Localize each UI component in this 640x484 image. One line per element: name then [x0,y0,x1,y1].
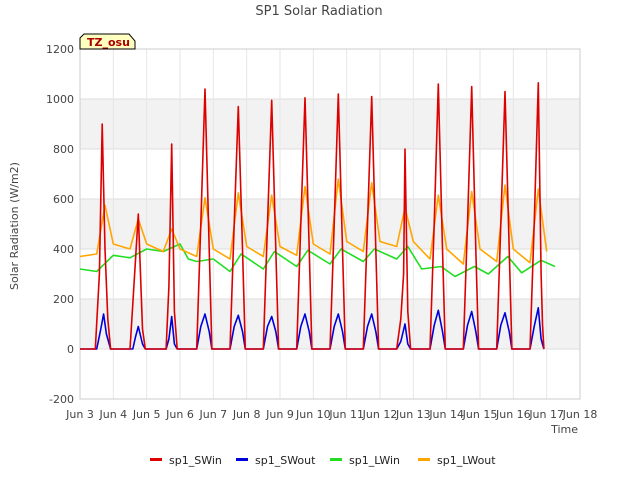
x-tick-label: Jun 17 [528,408,564,421]
x-tick-label: Jun 14 [428,408,464,421]
x-tick-label: Jun 7 [198,408,227,421]
x-tick-label: Jun 15 [462,408,498,421]
legend: sp1_SWin sp1_SWout sp1_LWin sp1_LWout [150,454,496,467]
band-400 [80,199,580,249]
band-200 [80,249,580,299]
station-label-shape [79,33,136,50]
x-tick-label: Jun 3 [65,408,94,421]
legend-swatch-sp1_LWin [330,458,342,461]
y-tick-label: 200 [53,293,74,306]
x-tick-label: Jun 12 [362,408,398,421]
x-tick-label: Jun 6 [165,408,194,421]
legend-label-sp1_SWin: sp1_SWin [169,454,222,467]
band-800 [80,99,580,149]
y-tick-label: 800 [53,143,74,156]
x-tick-label: Jun 11 [328,408,364,421]
x-tick-label: Jun 9 [265,408,294,421]
x-tick-label: Jun 13 [395,408,431,421]
y-tick-labels: -200 0 200 400 600 800 1000 1200 [46,43,74,406]
x-tick-label: Jun 8 [232,408,261,421]
series-line-sp1_LWout [79,178,548,265]
x-tick-label: Jun 4 [98,408,127,421]
legend-swatch-sp1_SWin [150,458,162,461]
x-tick-label: Jun 5 [132,408,161,421]
chart-title: SP1 Solar Radiation [255,4,382,19]
y-tick-label: 1200 [46,43,74,56]
background-bands [80,49,580,399]
band--200 [80,349,580,399]
station-label-box: TZ_osu [79,33,136,50]
legend-swatch-sp1_SWout [236,458,248,461]
y-tick-label: 0 [67,343,74,356]
legend-swatch-sp1_LWout [418,458,430,461]
y-tick-label: 600 [53,193,74,206]
legend-label-sp1_LWin: sp1_LWin [349,454,400,467]
series-line-sp1_SWin [80,82,545,350]
y-tick-label: -200 [49,393,74,406]
y-tick-label: 400 [53,243,74,256]
legend-label-sp1_LWout: sp1_LWout [437,454,496,467]
x-tick-label: Jun 18 [562,408,598,421]
x-tick-label: Jun 10 [295,408,331,421]
legend-label-sp1_SWout: sp1_SWout [255,454,316,467]
band-1000 [80,49,580,99]
series-lines [79,82,556,350]
x-tick-labels: Jun 3 Jun 4 Jun 5 Jun 6 Jun 7 Jun 8 Jun 9 Jun 1… [65,408,597,421]
x-tick-label: Jun 16 [495,408,531,421]
x-axis-label: Time [550,423,578,436]
y-tick-label: 1000 [46,93,74,106]
station-label: TZ_osu [87,36,130,49]
y-axis-label: Solar Radiation (W/m2) [8,162,21,290]
plot-frame [79,48,581,400]
band-600 [80,149,580,199]
